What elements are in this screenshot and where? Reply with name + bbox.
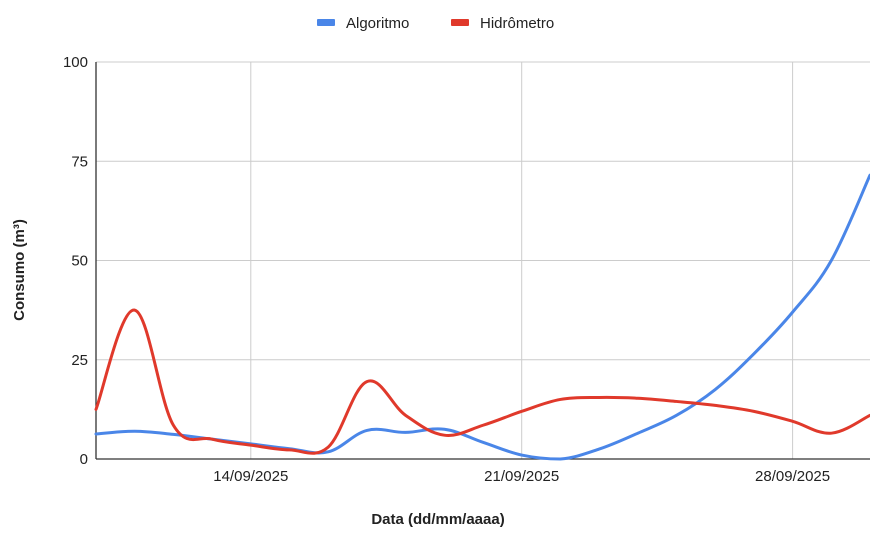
legend-label-algoritmo: Algoritmo xyxy=(346,15,409,32)
x-tick-label: 28/09/2025 xyxy=(755,468,830,485)
legend-item-algoritmo[interactable]: Algoritmo xyxy=(317,15,409,32)
y-tick-label: 25 xyxy=(71,352,88,369)
x-tick-label: 14/09/2025 xyxy=(213,468,288,485)
legend-label-hidrometro: Hidrômetro xyxy=(480,15,554,32)
legend-swatch-algoritmo xyxy=(317,19,335,26)
grid-lines xyxy=(96,61,870,459)
y-tick-label: 50 xyxy=(71,253,88,270)
axes: 0 25 50 75 100 14/09/2025 21/09/2025 28/09/2025 xyxy=(63,54,870,485)
legend: Algoritmo Hidrômetro xyxy=(317,15,554,32)
legend-swatch-hidrometro xyxy=(451,19,469,26)
x-tick-label: 21/09/2025 xyxy=(484,468,559,485)
series-line-algoritmo xyxy=(94,173,870,461)
series-lines xyxy=(94,173,870,461)
x-axis-title: Data (dd/mm/aaaa) xyxy=(371,511,504,528)
y-tick-label: 0 xyxy=(80,451,88,468)
series-line-hidrometro xyxy=(94,308,870,455)
y-tick-label: 100 xyxy=(63,54,88,71)
y-tick-label: 75 xyxy=(71,153,88,170)
legend-item-hidrometro[interactable]: Hidrômetro xyxy=(451,15,554,32)
y-axis-title: Consumo (m³) xyxy=(11,219,28,321)
